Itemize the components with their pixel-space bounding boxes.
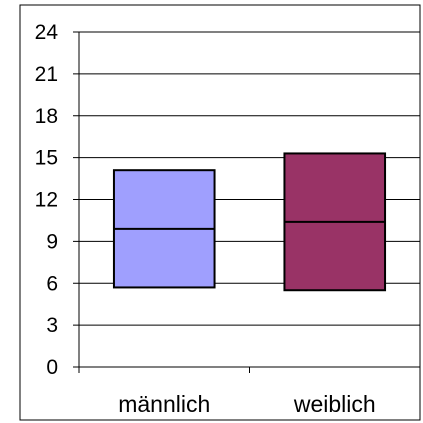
y-tick-label: 0 (46, 356, 58, 379)
y-tick-label: 6 (46, 272, 58, 295)
y-tick-label: 15 (35, 147, 58, 170)
y-tick-label: 12 (35, 189, 58, 212)
y-tick-label: 9 (46, 230, 58, 253)
y-tick-label: 21 (35, 63, 58, 86)
x-axis (78, 366, 421, 373)
x-axis-category-labels: männlich weiblich (118, 391, 375, 417)
y-tick-label: 24 (35, 21, 59, 44)
chart-frame (19, 4, 421, 421)
boxes (112, 152, 387, 292)
y-tick-label: 3 (46, 314, 58, 337)
y-tick-label: 18 (35, 105, 58, 128)
x-category-label: weiblich (293, 391, 376, 417)
x-category-label: männlich (118, 391, 210, 417)
y-axis-ticks: 0 3 6 9 12 15 18 21 24 (35, 21, 80, 379)
